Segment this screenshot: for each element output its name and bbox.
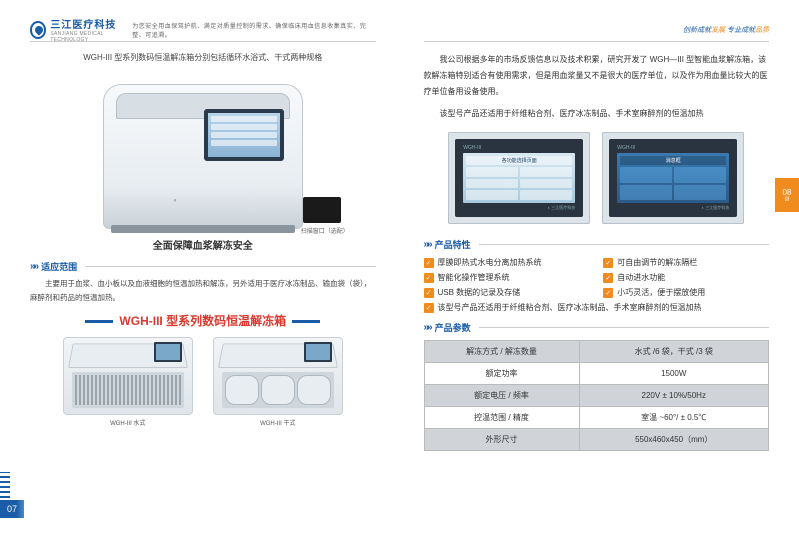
slogan-left: 为您安全用血保驾护航、满足对质量控制的需求、确保临床用血信息收集真实、完整、可追… [132, 21, 375, 39]
device-logo: ◐ [174, 198, 178, 204]
brand-sub: SANJIANG MEDICAL TECHNOLOGY [50, 31, 132, 43]
chevron-icon: »» [424, 322, 431, 333]
check-icon: ✓ [603, 258, 613, 268]
check-icon: ✓ [424, 288, 434, 298]
page-number-left: 07 [0, 500, 24, 518]
params-header: »» 产品参数 [424, 321, 770, 334]
logo: 三江医疗科技 SANJIANG MEDICAL TECHNOLOGY [30, 16, 132, 43]
scope-header: »» 适应范围 [30, 260, 376, 273]
series-title: WGH-III 型系列数码恒温解冻箱 [30, 312, 376, 329]
features-title: 产品特性 [435, 238, 471, 251]
check-icon: ✓ [424, 303, 434, 313]
feature-item: ✓小巧灵活，便于摆放使用 [603, 287, 769, 298]
screen-b: WGH-III 消息框 ◐ 三江医疗科技 [602, 132, 744, 224]
table-row: 额定功率1500W [424, 363, 769, 385]
features-header: »» 产品特性 [424, 238, 770, 251]
variant-a-caption: WGH-III 水式 [63, 418, 193, 427]
scope-body: 主要用于血浆、血小板以及血液细胞的恒温加热和解冻，另外适用于医疗冰冻制品、输血袋… [30, 277, 376, 304]
table-row: 控温范围 / 精度室温 ~60°/ ± 0.5℃ [424, 407, 769, 429]
left-page: 三江医疗科技 SANJIANG MEDICAL TECHNOLOGY 为您安全用… [0, 0, 400, 546]
screen-b-title: 消息框 [620, 156, 726, 165]
feature-item: ✓USB 数据的记录及存储 [424, 287, 590, 298]
page-number-right: 08III [775, 178, 799, 212]
check-icon: ✓ [603, 273, 613, 283]
feature-item: ✓智能化操作管理系统 [424, 272, 590, 283]
params-title: 产品参数 [435, 321, 471, 334]
intro-p1: 我公司根据多年的市场反馈信息以及技术积累，研究开发了 WGH—III 型智能血浆… [424, 52, 770, 100]
header-left: 三江医疗科技 SANJIANG MEDICAL TECHNOLOGY 为您安全用… [30, 18, 376, 42]
variants: WGH-III 水式 WGH-III 干式 [30, 337, 376, 427]
device-screen [204, 109, 284, 161]
device-body: ◐ [103, 84, 303, 229]
device-base [111, 225, 295, 233]
params-table: 解冻方式 / 解冻数量水式 /6 袋，干式 /3 袋 额定功率1500W 额定电… [424, 340, 770, 451]
intro-p2: 该型号产品还适用于纤维粘合剂、医疗冰冻制品、手术室麻醉剂的恒温加热 [424, 106, 770, 122]
accent-stripes-icon [0, 472, 10, 498]
feature-item: ✓自动进水功能 [603, 272, 769, 283]
variant-dry: WGH-III 干式 [213, 337, 343, 427]
feature-item: ✓厚膜即热式水电分离加热系统 [424, 257, 590, 268]
scanner-label: 扫描窗口（选配） [301, 226, 349, 235]
check-icon: ✓ [603, 288, 613, 298]
right-page: 创新成就发展 专业成就品质 我公司根据多年的市场反馈信息以及技术积累，研究开发了… [400, 0, 799, 546]
screen-previews: WGH-III 各功能选择页面 ◐ 三江医疗科技 WGH-III 消息框 ◐ 三… [424, 132, 770, 224]
scope-title: 适应范围 [41, 260, 77, 273]
table-row: 解冻方式 / 解冻数量水式 /6 袋，干式 /3 袋 [424, 341, 769, 363]
variant-water: WGH-III 水式 [63, 337, 193, 427]
tagline: 创新成就发展 专业成就品质 [683, 25, 769, 35]
header-right: 创新成就发展 专业成就品质 [424, 18, 770, 42]
table-row: 外形尺寸550x460x450（mm） [424, 429, 769, 451]
screen-a-title: 各功能选择页面 [466, 156, 572, 165]
feature-list: ✓厚膜即热式水电分离加热系统 ✓可自由调节的解冻隔栏 ✓智能化操作管理系统 ✓自… [424, 257, 770, 313]
feature-item: ✓可自由调节的解冻隔栏 [603, 257, 769, 268]
table-row: 额定电压 / 频率220V ± 10%/50Hz [424, 385, 769, 407]
chevron-icon: »» [424, 239, 431, 250]
chevron-icon: »» [30, 261, 37, 272]
brand-name: 三江医疗科技 [50, 16, 132, 31]
safety-heading: 全面保障血浆解冻安全 [30, 237, 376, 252]
logo-icon [30, 21, 46, 39]
hero-device: ◐ 扫描窗口（选配） [30, 69, 376, 229]
check-icon: ✓ [424, 273, 434, 283]
check-icon: ✓ [424, 258, 434, 268]
product-title: WGH-III 型系列数码恒温解冻箱分别包括循环水浴式、干式两种规格 [30, 52, 376, 63]
feature-item: ✓该型号产品还适用于纤维粘合剂、医疗冰冻制品、手术室麻醉剂的恒温加热 [424, 302, 770, 313]
screen-a: WGH-III 各功能选择页面 ◐ 三江医疗科技 [448, 132, 590, 224]
scanner-icon [303, 197, 341, 223]
variant-b-caption: WGH-III 干式 [213, 418, 343, 427]
